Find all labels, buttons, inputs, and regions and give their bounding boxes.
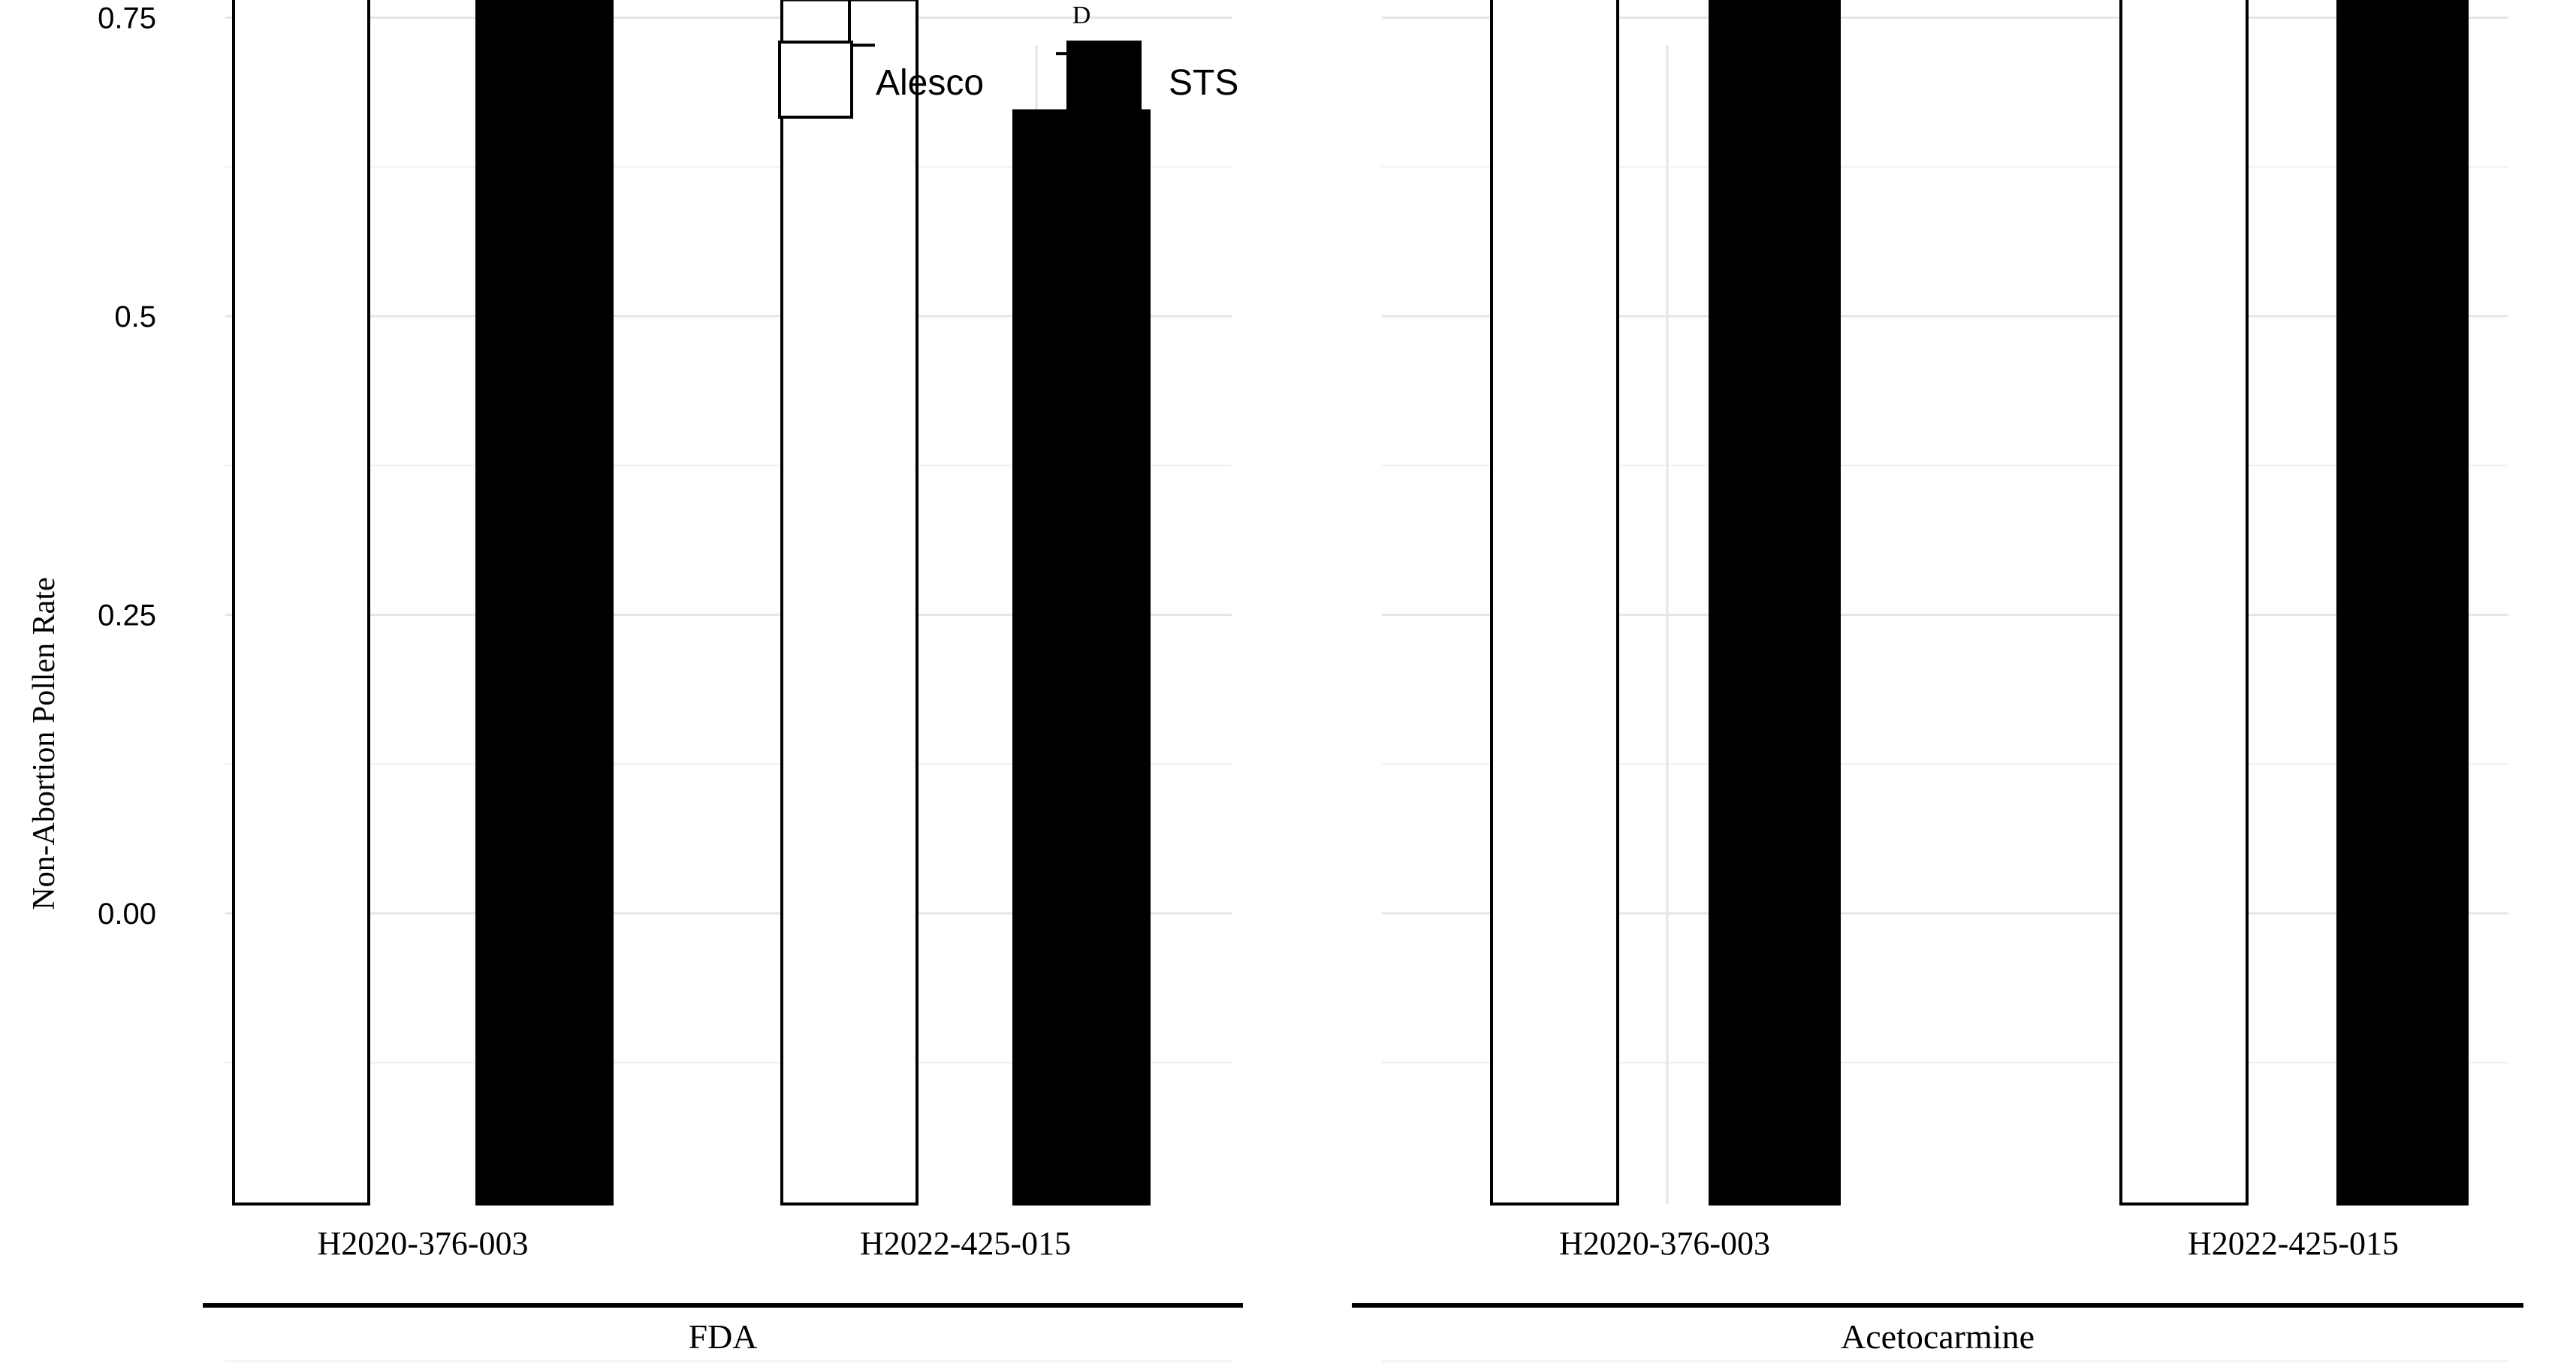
bar-fda-h2022-425-015-sts (1012, 109, 1151, 1206)
significance-letter: D (1072, 2, 1091, 29)
x-axis-ticks: H2020-376-003 H2022-425-015 H2020-376-003 H… (317, 1225, 2399, 1262)
panel-label-fda: FDA (688, 1317, 757, 1356)
x-tick-label-acetocarmine-h2020-376-003: H2020-376-003 (1559, 1225, 1770, 1262)
x-tick-label-fda-h2020-376-003: H2020-376-003 (317, 1225, 528, 1262)
legend-swatch-alesco (778, 41, 853, 119)
x-tick-label-acetocarmine-h2022-425-015: H2022-425-015 (2188, 1225, 2399, 1262)
y-axis-ticks: 0.00 0.25 0.5 0.75 (98, 2, 156, 931)
legend-label-alesco: Alesco (876, 63, 984, 103)
bar-acetocarmine-h2020-376-003-alesco (1490, 0, 1619, 1206)
y-tick-label-0: 0.00 (98, 898, 156, 931)
bar-fda-h2020-376-003-sts (475, 0, 614, 1206)
y-tick-label-2: 0.5 (114, 300, 156, 333)
bar-fda-h2022-425-015-alesco (780, 0, 918, 1206)
y-tick-label-3: 0.75 (98, 2, 156, 35)
bar-fda-h2020-376-003-alesco (232, 0, 370, 1206)
significance-letters: ACBDabab (1072, 2, 1091, 29)
bar-acetocarmine-h2020-376-003-sts (1709, 0, 1841, 1206)
bar-acetocarmine-h2022-425-015-alesco (2119, 0, 2249, 1206)
legend: Alesco STS (778, 41, 1238, 119)
legend-swatch-sts (1066, 41, 1142, 119)
y-axis-label: Non-Abortion Pollen Rate (27, 577, 62, 910)
bar-acetocarmine-h2022-425-015-sts (2336, 0, 2469, 1206)
bars (232, 0, 2469, 1206)
legend-label-sts: STS (1169, 63, 1238, 103)
x-tick-label-fda-h2022-425-015: H2022-425-015 (860, 1225, 1071, 1262)
panel-labels: FDA Acetocarmine (203, 1303, 2523, 1356)
y-tick-label-1: 0.25 (98, 599, 156, 632)
panel-label-acetocarmine: Acetocarmine (1841, 1317, 2035, 1356)
